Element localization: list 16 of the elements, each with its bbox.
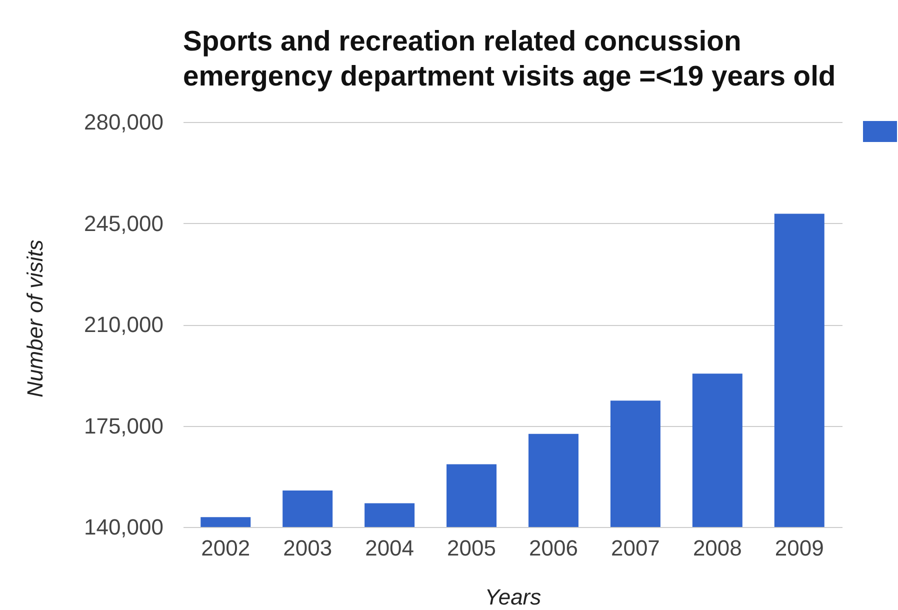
y-tick-label: 175,000 [84, 413, 164, 438]
x-tick-label: 2006 [529, 536, 578, 560]
x-tick-label: 2009 [774, 536, 824, 560]
x-tick-label: 2003 [283, 536, 332, 560]
x-axis-title: Years [484, 584, 542, 610]
chart-title: Sports and recreation related concussion emergency department visits age =<19 years old [183, 24, 836, 92]
x-tick-label: 2004 [365, 536, 414, 560]
y-tick-label: 280,000 [84, 110, 164, 134]
x-tick-label: 2002 [201, 536, 250, 560]
y-tick-label: 210,000 [84, 312, 164, 337]
x-tick-label: 2005 [447, 536, 496, 560]
y-tick-label: 140,000 [84, 514, 164, 540]
y-axis-title: Number of visits [22, 240, 48, 398]
y-tick-label: 245,000 [84, 210, 164, 236]
x-tick-label: 2008 [692, 536, 742, 560]
x-tick-label: 2007 [610, 536, 660, 560]
